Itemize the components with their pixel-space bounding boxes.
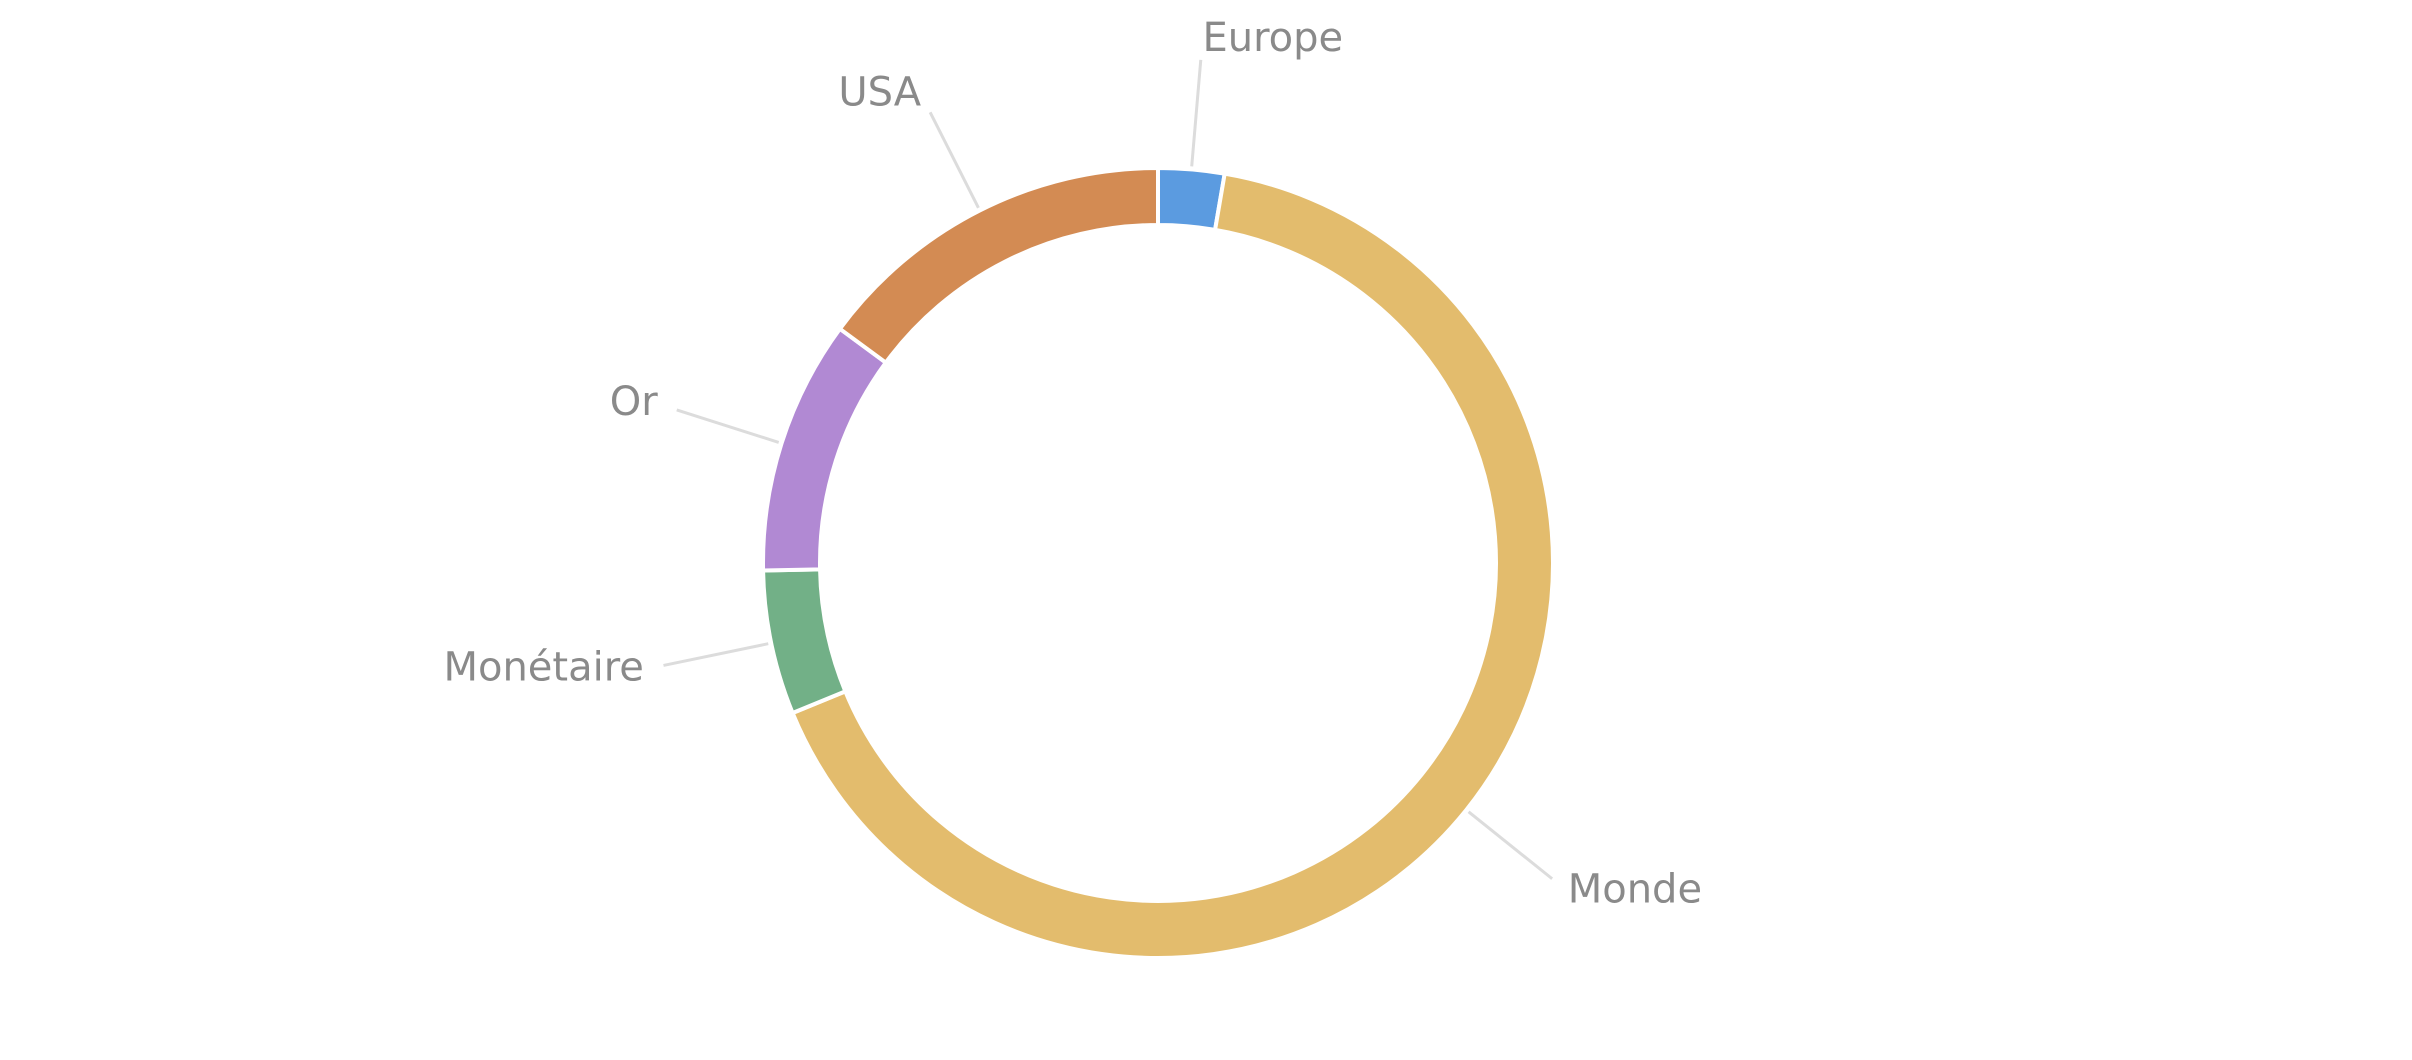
leader-line [1467, 810, 1554, 880]
donut-segment [761, 326, 889, 573]
segment-label: Europe [1202, 15, 1343, 61]
segment-label: Monétaire [443, 644, 643, 690]
donut-segment [789, 171, 1555, 960]
segment-label: Monde [1568, 866, 1702, 912]
leader-line [663, 642, 769, 667]
segment-label: USA [838, 69, 921, 115]
segment-label: Or [610, 379, 658, 425]
donut-segment [837, 165, 1160, 366]
leader-line [928, 111, 980, 209]
leader-line [676, 408, 780, 444]
donut-segment [761, 567, 848, 716]
leader-line [1190, 59, 1203, 167]
